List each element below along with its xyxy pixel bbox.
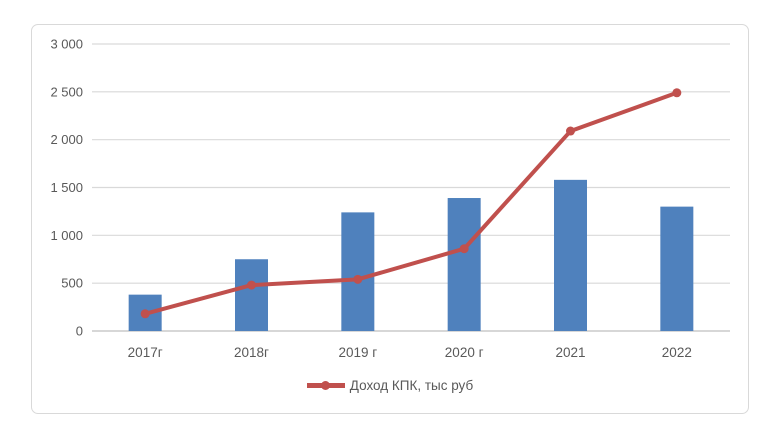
x-axis-label: 2020 г: [445, 345, 484, 360]
bar-2018г: [235, 259, 268, 331]
y-axis-tick-label: 0: [76, 324, 83, 339]
y-axis-tick-label: 500: [61, 276, 83, 291]
line-marker: [459, 244, 469, 254]
y-axis-tick-label: 1 000: [50, 228, 83, 243]
bar-2022: [660, 206, 694, 331]
line-marker: [353, 274, 363, 284]
legend-dot-icon: [320, 381, 330, 390]
y-axis-tick-label: 1 500: [50, 180, 83, 195]
y-axis-tick-label: 2 000: [50, 132, 83, 147]
x-axis-label: 2018г: [234, 345, 269, 360]
y-axis-tick-label: 3 000: [50, 37, 83, 52]
bar-2020 г: [447, 198, 481, 331]
x-axis-label: 2019 г: [338, 345, 377, 360]
y-axis-tick-label: 2 500: [50, 84, 83, 99]
chart-frame: [31, 24, 749, 414]
line-marker: [566, 126, 575, 136]
chart-legend: Доход КПК, тыс руб: [0, 378, 780, 393]
legend-line-marker-icon: [306, 381, 345, 390]
x-axis-label: 2021: [555, 345, 585, 360]
x-axis-label: 2017г: [128, 345, 163, 360]
x-axis-label: 2022: [662, 345, 692, 360]
line-marker: [672, 88, 682, 98]
bar-2021: [554, 179, 587, 331]
bar-2019 г: [341, 212, 375, 331]
income-line-series: [143, 90, 679, 316]
line-marker: [140, 309, 150, 319]
line-marker: [247, 280, 256, 290]
legend-label: Доход КПК, тыс руб: [349, 378, 474, 393]
